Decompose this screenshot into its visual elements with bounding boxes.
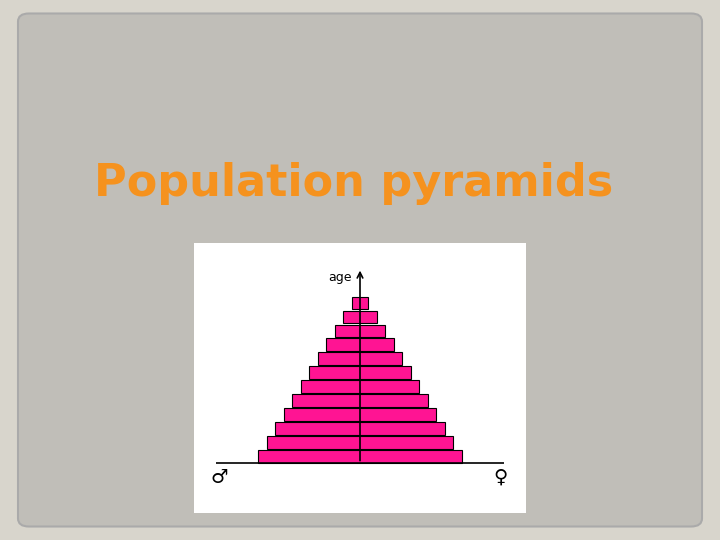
Text: ♀: ♀ <box>493 468 508 487</box>
Bar <box>351 296 369 309</box>
FancyBboxPatch shape <box>18 14 702 526</box>
Text: Population pyramids: Population pyramids <box>94 162 613 205</box>
Bar <box>258 450 462 463</box>
Bar <box>301 380 419 393</box>
Bar <box>326 339 394 351</box>
Bar <box>284 408 436 421</box>
Text: age: age <box>328 271 351 284</box>
Text: ♂: ♂ <box>211 468 228 487</box>
Bar <box>267 436 453 449</box>
Bar <box>292 394 428 407</box>
Bar <box>309 367 411 379</box>
FancyBboxPatch shape <box>194 243 526 513</box>
Bar <box>335 325 385 337</box>
Bar <box>343 310 377 323</box>
Bar <box>318 353 402 365</box>
Bar <box>275 422 445 435</box>
